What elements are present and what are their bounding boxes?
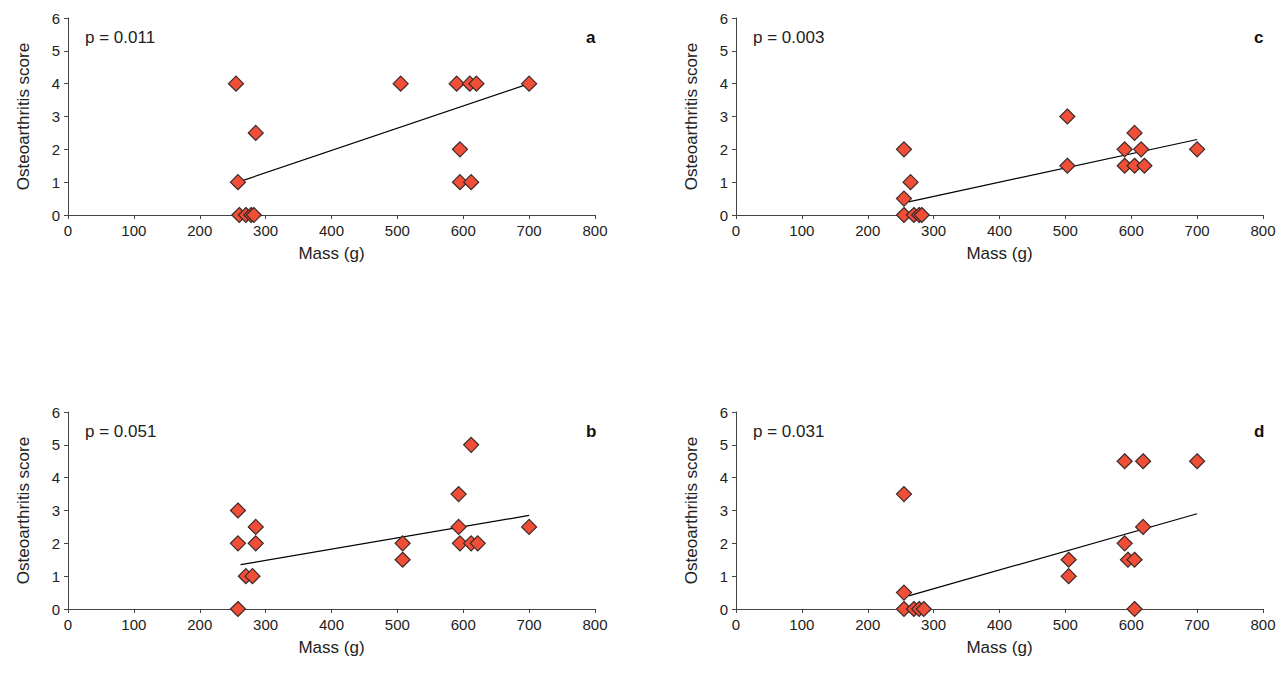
- svg-text:0: 0: [52, 601, 60, 618]
- svg-text:500: 500: [1053, 616, 1078, 633]
- svg-text:100: 100: [121, 222, 146, 239]
- svg-text:300: 300: [921, 616, 946, 633]
- svg-text:400: 400: [319, 616, 344, 633]
- svg-text:6: 6: [720, 404, 728, 421]
- svg-text:4: 4: [720, 469, 728, 486]
- svg-text:3: 3: [720, 108, 728, 125]
- svg-text:4: 4: [52, 469, 60, 486]
- svg-text:0: 0: [732, 222, 740, 239]
- svg-text:3: 3: [52, 502, 60, 519]
- svg-text:700: 700: [517, 616, 542, 633]
- svg-text:400: 400: [987, 222, 1012, 239]
- svg-text:0: 0: [720, 601, 728, 618]
- svg-text:2: 2: [52, 535, 60, 552]
- svg-text:200: 200: [187, 222, 212, 239]
- svg-text:Mass (g): Mass (g): [298, 638, 364, 657]
- svg-text:500: 500: [1053, 222, 1078, 239]
- svg-text:600: 600: [451, 616, 476, 633]
- svg-text:5: 5: [720, 42, 728, 59]
- svg-text:Mass (g): Mass (g): [966, 638, 1032, 657]
- svg-text:p = 0.051: p = 0.051: [85, 422, 156, 441]
- svg-text:a: a: [586, 28, 596, 47]
- svg-text:200: 200: [187, 616, 212, 633]
- svg-text:800: 800: [1250, 222, 1275, 239]
- svg-text:100: 100: [121, 616, 146, 633]
- svg-text:5: 5: [52, 42, 60, 59]
- svg-text:d: d: [1254, 422, 1264, 441]
- svg-text:1: 1: [52, 568, 60, 585]
- svg-text:600: 600: [1119, 222, 1144, 239]
- svg-text:2: 2: [720, 535, 728, 552]
- svg-text:Mass (g): Mass (g): [966, 244, 1032, 263]
- svg-text:300: 300: [253, 616, 278, 633]
- svg-text:100: 100: [789, 616, 814, 633]
- svg-text:p = 0.003: p = 0.003: [753, 28, 824, 47]
- svg-text:0: 0: [720, 207, 728, 224]
- svg-text:700: 700: [1185, 222, 1210, 239]
- svg-text:200: 200: [855, 222, 880, 239]
- svg-text:4: 4: [52, 75, 60, 92]
- svg-text:p = 0.031: p = 0.031: [753, 422, 824, 441]
- svg-text:500: 500: [385, 616, 410, 633]
- svg-text:400: 400: [987, 616, 1012, 633]
- svg-text:1: 1: [52, 174, 60, 191]
- svg-text:0: 0: [732, 616, 740, 633]
- svg-text:600: 600: [451, 222, 476, 239]
- svg-text:Osteoarthritis score: Osteoarthritis score: [14, 43, 33, 190]
- svg-text:300: 300: [253, 222, 278, 239]
- svg-text:400: 400: [319, 222, 344, 239]
- svg-text:b: b: [586, 422, 596, 441]
- svg-text:Osteoarthritis score: Osteoarthritis score: [682, 437, 701, 584]
- svg-text:800: 800: [1250, 616, 1275, 633]
- svg-text:500: 500: [385, 222, 410, 239]
- svg-text:3: 3: [720, 502, 728, 519]
- svg-text:Osteoarthritis score: Osteoarthritis score: [682, 43, 701, 190]
- svg-text:4: 4: [720, 75, 728, 92]
- svg-text:700: 700: [517, 222, 542, 239]
- svg-text:0: 0: [52, 207, 60, 224]
- svg-text:600: 600: [1119, 616, 1144, 633]
- svg-text:800: 800: [582, 222, 607, 239]
- svg-text:0: 0: [64, 222, 72, 239]
- svg-text:p = 0.011: p = 0.011: [85, 28, 155, 47]
- svg-text:1: 1: [720, 568, 728, 585]
- svg-text:2: 2: [720, 141, 728, 158]
- svg-text:200: 200: [855, 616, 880, 633]
- svg-text:800: 800: [582, 616, 607, 633]
- svg-text:0: 0: [64, 616, 72, 633]
- svg-text:6: 6: [720, 10, 728, 27]
- svg-text:700: 700: [1185, 616, 1210, 633]
- svg-text:6: 6: [52, 404, 60, 421]
- svg-text:c: c: [1254, 28, 1263, 47]
- svg-text:1: 1: [720, 174, 728, 191]
- svg-text:6: 6: [52, 10, 60, 27]
- svg-text:2: 2: [52, 141, 60, 158]
- svg-text:3: 3: [52, 108, 60, 125]
- svg-text:100: 100: [789, 222, 814, 239]
- svg-text:Mass (g): Mass (g): [298, 244, 364, 263]
- svg-text:300: 300: [921, 222, 946, 239]
- svg-text:5: 5: [720, 436, 728, 453]
- svg-text:Osteoarthritis score: Osteoarthritis score: [14, 437, 33, 584]
- svg-text:5: 5: [52, 436, 60, 453]
